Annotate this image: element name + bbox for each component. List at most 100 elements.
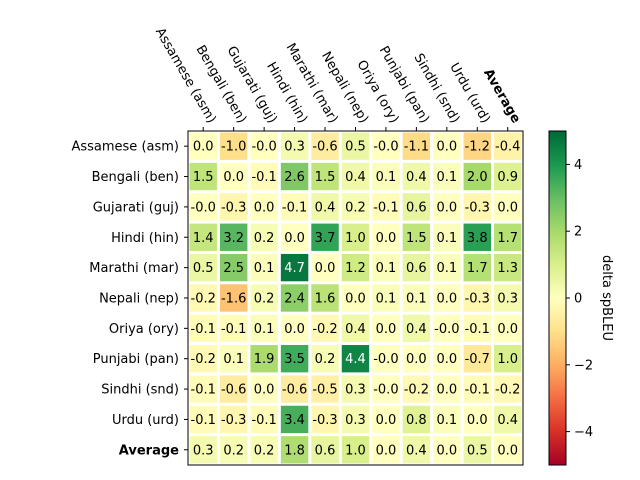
heatmap-cell-value: 1.2 [345, 261, 366, 276]
heatmap-cell-value: 0.0 [436, 200, 457, 215]
heatmap-cell-value: 0.0 [284, 322, 305, 337]
heatmap-cell [463, 405, 491, 434]
heatmap-cell [433, 162, 461, 191]
heatmap-cell-value: -0.1 [221, 322, 246, 337]
heatmap-cell [280, 345, 309, 373]
heatmap-cell-value: 1.7 [467, 261, 488, 276]
heatmap-cell [372, 314, 400, 343]
heatmap-cell [402, 253, 431, 282]
heatmap-cell-labels: 0.0 -1.0 -0.0 0.3 -0.6 0.5 -0.0 -1.1 0.0 -1.2 -0.4… [191, 140, 521, 459]
heatmap-cell [463, 132, 491, 160]
column-axis: Assamese (asm)Bengali (ben)Gujarati (guj… [152, 25, 523, 131]
heatmap-cell [433, 193, 461, 221]
heatmap-cell-value: -0.3 [312, 413, 337, 428]
heatmap-cell [219, 375, 248, 403]
heatmap-cell [250, 253, 278, 282]
heatmap-cell-value: 0.6 [406, 200, 427, 215]
heatmap-cell-value: -0.6 [221, 383, 246, 398]
heatmap-cell-value: 0.3 [345, 413, 366, 428]
heatmap-cell [341, 132, 370, 160]
heatmap-cell-value: 1.9 [254, 352, 275, 367]
heatmap-cell [280, 253, 309, 282]
row-label: Average [119, 443, 179, 458]
heatmap-cell [311, 162, 339, 191]
heatmap-cell [433, 253, 461, 282]
heatmap-cell [280, 375, 309, 403]
heatmap-cell-value: -0.1 [251, 413, 276, 428]
heatmap-cell [219, 162, 248, 191]
row-label: Sindhi (snd) [101, 383, 179, 398]
heatmap-cell-value: 0.0 [436, 352, 457, 367]
heatmap-cell [219, 193, 248, 221]
heatmap-cell-value: 0.0 [376, 413, 397, 428]
heatmap-cell-value: 0.0 [284, 231, 305, 246]
heatmap-cell [189, 436, 217, 464]
heatmap-cell-value: -1.2 [465, 140, 490, 155]
heatmap-cell-value: 0.4 [406, 170, 427, 185]
heatmap-cell [433, 405, 461, 434]
heatmap-cell-value: 2.5 [223, 261, 244, 276]
heatmap-cell [433, 345, 461, 373]
heatmap-cell [372, 132, 400, 160]
heatmap-cell-value: 0.2 [254, 443, 275, 458]
heatmap-cell-value: 3.5 [284, 352, 305, 367]
heatmap-cell-value: 0.0 [254, 200, 275, 215]
heatmap-cell [494, 345, 522, 373]
colorbar: −4 −2 0 2 4 delta spBLEU [548, 130, 614, 466]
heatmap-cell [433, 436, 461, 464]
heatmap-cell-value: -0.7 [465, 352, 490, 367]
row-label: Assamese (asm) [71, 140, 179, 155]
heatmap-cell [189, 193, 217, 221]
heatmap-cell-value: 0.3 [193, 443, 214, 458]
heatmap-cell-value: 0.1 [376, 261, 397, 276]
heatmap-cell-value: 0.4 [315, 200, 336, 215]
heatmap-cell [280, 162, 309, 191]
heatmap-cell-value: 0.3 [284, 140, 305, 155]
heatmap-cell [280, 132, 309, 160]
heatmap-cell-value: 0.1 [254, 322, 275, 337]
heatmap-cell-value: 0.5 [345, 140, 366, 155]
heatmap-cell-value: 0.2 [254, 291, 275, 306]
heatmap-cell [494, 223, 522, 251]
heatmap-cell-value: 1.5 [193, 170, 214, 185]
heatmap-cell-value: -0.2 [495, 383, 520, 398]
heatmap-cell-value: -0.2 [404, 383, 429, 398]
colorbar-tick-label: 2 [574, 225, 582, 240]
heatmap-cell-value: -0.6 [312, 140, 337, 155]
heatmap-cell-value: 0.8 [406, 413, 427, 428]
heatmap-cell [372, 284, 400, 312]
heatmap-cell [189, 284, 217, 312]
heatmap-cells [189, 132, 522, 464]
heatmap-cell-value: 0.9 [497, 170, 518, 185]
heatmap-cell [402, 345, 431, 373]
heatmap-cell [189, 253, 217, 282]
heatmap-cell [311, 405, 339, 434]
heatmap-cell [402, 162, 431, 191]
heatmap-cell-value: 0.4 [406, 322, 427, 337]
heatmap-cell-value: 0.0 [497, 322, 518, 337]
heatmap-cell-value: 0.0 [345, 291, 366, 306]
heatmap-cell [280, 436, 309, 464]
row-label: Nepali (nep) [99, 291, 179, 306]
heatmap-cell [463, 162, 491, 191]
heatmap-cell-value: 0.0 [376, 322, 397, 337]
heatmap-cell-value: 1.0 [497, 352, 518, 367]
heatmap-cell [341, 162, 370, 191]
heatmap-cell-value: 3.7 [315, 231, 336, 246]
heatmap-cell [372, 436, 400, 464]
heatmap-cell [341, 375, 370, 403]
row-label: Bengali (ben) [92, 170, 179, 185]
heatmap-cell [433, 132, 461, 160]
row-label: Gujarati (guj) [93, 200, 179, 215]
heatmap-cell [341, 405, 370, 434]
heatmap-cell [402, 193, 431, 221]
heatmap-cell-value: 0.4 [345, 322, 366, 337]
heatmap-cell [280, 193, 309, 221]
heatmap-cell-value: 0.6 [315, 443, 336, 458]
heatmap-cell [219, 253, 248, 282]
heatmap-cell [189, 405, 217, 434]
heatmap-cell-value: 0.0 [193, 140, 214, 155]
heatmap-cell [189, 345, 217, 373]
heatmap-cell [372, 193, 400, 221]
heatmap-cell [402, 223, 431, 251]
